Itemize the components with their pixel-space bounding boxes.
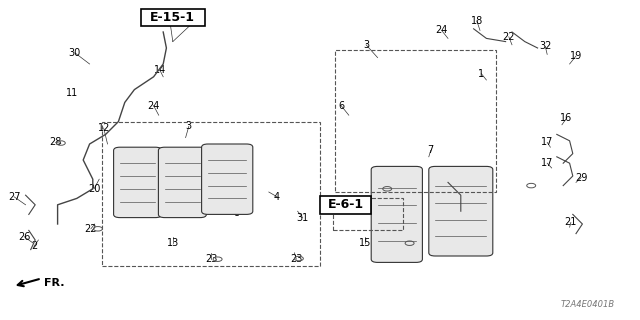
Text: 32: 32 — [539, 41, 552, 52]
Text: 28: 28 — [49, 137, 62, 148]
FancyBboxPatch shape — [114, 147, 161, 218]
Bar — [333, 198, 403, 230]
Bar — [335, 50, 496, 192]
Text: 19: 19 — [570, 51, 582, 61]
Text: 14: 14 — [154, 65, 166, 76]
Text: 22: 22 — [502, 32, 515, 42]
Text: 17: 17 — [541, 158, 554, 168]
Text: 15: 15 — [358, 238, 371, 248]
Text: 8: 8 — [234, 208, 240, 218]
Text: T2A4E0401B: T2A4E0401B — [560, 300, 614, 309]
Text: 24: 24 — [147, 100, 160, 111]
Text: 5: 5 — [114, 166, 120, 176]
Text: 16: 16 — [560, 113, 573, 124]
Text: 23: 23 — [379, 184, 392, 194]
Text: 11: 11 — [65, 88, 78, 98]
FancyBboxPatch shape — [158, 147, 206, 218]
Text: 13: 13 — [166, 238, 179, 248]
Text: 29: 29 — [575, 172, 588, 183]
Text: 25: 25 — [401, 238, 414, 248]
Text: FR.: FR. — [44, 278, 64, 288]
FancyBboxPatch shape — [371, 166, 422, 262]
Text: E-15-1: E-15-1 — [150, 11, 195, 24]
Text: 4: 4 — [274, 192, 280, 202]
Bar — [320, 196, 371, 214]
Text: 23: 23 — [205, 254, 218, 264]
Text: E-6-1: E-6-1 — [328, 198, 364, 211]
Text: 30: 30 — [68, 48, 81, 58]
Text: 26: 26 — [18, 232, 31, 242]
Text: 10: 10 — [155, 14, 168, 24]
Bar — [141, 9, 205, 27]
Text: 21: 21 — [564, 217, 577, 228]
Text: 3: 3 — [186, 121, 192, 132]
Text: 6: 6 — [338, 100, 344, 111]
Text: 2: 2 — [31, 241, 37, 252]
Text: 1: 1 — [478, 68, 484, 79]
Text: 27: 27 — [8, 192, 20, 202]
FancyBboxPatch shape — [202, 144, 253, 214]
Text: 3: 3 — [363, 40, 369, 50]
Text: 9: 9 — [374, 169, 381, 180]
Text: 31: 31 — [296, 212, 309, 223]
Text: 18: 18 — [470, 16, 483, 26]
Text: 20: 20 — [88, 184, 100, 194]
Text: 17: 17 — [541, 137, 554, 148]
Text: 12: 12 — [97, 123, 110, 133]
Bar — [102, 122, 320, 266]
Text: 23: 23 — [290, 254, 303, 264]
Text: 22: 22 — [84, 224, 97, 234]
Text: 7: 7 — [428, 145, 434, 156]
Text: 24: 24 — [435, 25, 448, 36]
FancyBboxPatch shape — [429, 166, 493, 256]
